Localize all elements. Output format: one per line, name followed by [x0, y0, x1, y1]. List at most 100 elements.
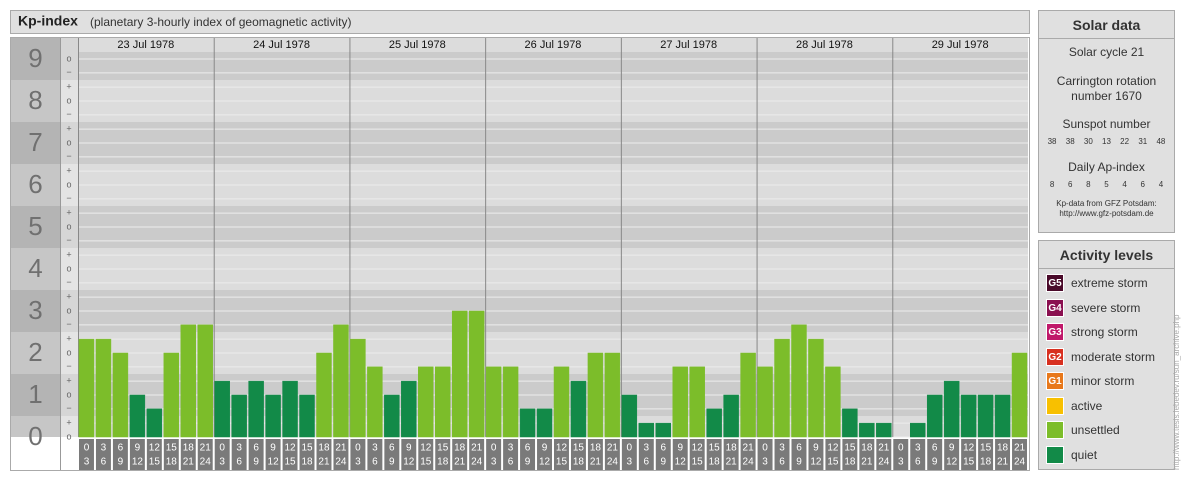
hour-cell [520, 439, 536, 470]
level-badge: G4 [1046, 298, 1064, 317]
hour-cell [503, 439, 519, 470]
bar [655, 422, 671, 438]
hour-cell [231, 439, 247, 470]
x-tick-label: 6 [118, 443, 124, 454]
minor-band [60, 332, 78, 374]
sunspot-value: 13 [1102, 137, 1111, 146]
day-label: 25 Jul 1978 [389, 39, 446, 51]
bar [876, 422, 892, 438]
ap-value: 4 [1158, 180, 1164, 189]
x-tick-label: 24 [607, 457, 619, 468]
y-minor-label: − [66, 235, 71, 245]
x-tick-label: 21 [997, 457, 1009, 468]
x-tick-label: 12 [810, 457, 822, 468]
ap-value: 5 [1104, 180, 1109, 189]
y-tick-label: 5 [28, 211, 42, 241]
y-tick-label: 6 [28, 169, 42, 199]
ap-value: 4 [1122, 180, 1127, 189]
x-tick-label: 12 [149, 443, 161, 454]
bar [451, 310, 468, 438]
hour-cell [350, 439, 366, 470]
bar [994, 394, 1011, 438]
x-tick-label: 6 [389, 443, 395, 454]
x-tick-label: 3 [219, 457, 225, 468]
x-tick-label: 6 [508, 457, 514, 468]
digit-band [11, 374, 60, 416]
x-tick-label: 24 [335, 457, 347, 468]
hour-cell [146, 439, 162, 470]
level-item: G5 extreme storm [1039, 271, 1174, 296]
level-badge: G2 [1046, 347, 1064, 366]
hour-cell [570, 439, 586, 470]
hour-cell [452, 439, 468, 470]
sunspot-row: 38 38 30 13 22 31 48 [1043, 137, 1170, 146]
hour-cell [197, 439, 213, 470]
y-minor-label: + [66, 376, 71, 386]
hour-cell [486, 439, 502, 470]
x-tick-label: 15 [556, 457, 568, 468]
level-item: G4 severe storm [1039, 296, 1174, 321]
hour-cell [79, 439, 94, 470]
x-tick-label: 15 [844, 443, 856, 454]
hour-cell [537, 439, 552, 470]
x-tick-label: 21 [471, 443, 483, 454]
x-tick-label: 6 [253, 443, 259, 454]
digit-band [11, 122, 60, 164]
x-tick-label: 9 [949, 443, 955, 454]
level-label: quiet [1071, 447, 1098, 462]
bar [350, 338, 366, 438]
bar [197, 324, 213, 438]
y-minor-label: + [66, 124, 71, 134]
x-tick-label: 0 [84, 443, 90, 454]
y-minor-label: o [66, 221, 71, 231]
x-tick-label: 12 [132, 457, 144, 468]
y-minor-label: − [66, 403, 71, 413]
hour-cell [927, 439, 943, 470]
x-tick-label: 12 [946, 457, 958, 468]
x-tick-label: 18 [709, 457, 721, 468]
hour-cell [265, 439, 281, 470]
x-tick-label: 12 [268, 457, 280, 468]
hour-cell [248, 439, 264, 470]
level-item: quiet [1039, 443, 1174, 468]
x-tick-label: 9 [135, 443, 141, 454]
x-tick-label: 15 [284, 457, 296, 468]
x-tick-label: 21 [318, 457, 330, 468]
x-tick-label: 3 [915, 443, 921, 454]
y-minor-label: o [66, 431, 71, 441]
x-tick-label: 3 [627, 457, 633, 468]
minor-band [60, 248, 78, 290]
solar-panel: Solar data Solar cycle 21 Carrington rot… [1038, 10, 1175, 233]
x-tick-label: 15 [301, 443, 313, 454]
x-tick-label: 21 [1014, 443, 1026, 454]
x-tick-label: 21 [183, 457, 195, 468]
level-label: extreme storm [1071, 276, 1148, 291]
bar [791, 324, 807, 438]
hour-cell [554, 439, 569, 470]
minor-band [60, 374, 78, 416]
bar [468, 310, 485, 438]
x-tick-label: 24 [200, 457, 212, 468]
ap-value: 8 [1049, 180, 1055, 189]
x-tick-label: 12 [284, 443, 296, 454]
hour-cell [214, 439, 230, 470]
x-tick-label: 18 [437, 457, 449, 468]
level-label: unsettled [1071, 423, 1120, 438]
x-tick-label: 15 [573, 443, 585, 454]
minor-band [60, 122, 78, 164]
ap-value: 6 [1140, 180, 1145, 189]
source: Kp-data from GFZ Potsdam: http://www.gfz… [1056, 199, 1157, 218]
hour-cell [842, 439, 858, 470]
x-tick-label: 6 [372, 457, 378, 468]
x-tick-label: 9 [118, 457, 124, 468]
bar [621, 394, 638, 438]
y-tick-label: 2 [28, 337, 42, 367]
minor-band [60, 416, 78, 437]
x-tick-label: 12 [556, 443, 568, 454]
hour-cell [401, 439, 417, 470]
hour-cell [995, 439, 1011, 470]
bar [859, 422, 875, 438]
hour-cell [418, 439, 434, 470]
y-minor-label: o [66, 53, 71, 63]
bar [163, 352, 180, 438]
